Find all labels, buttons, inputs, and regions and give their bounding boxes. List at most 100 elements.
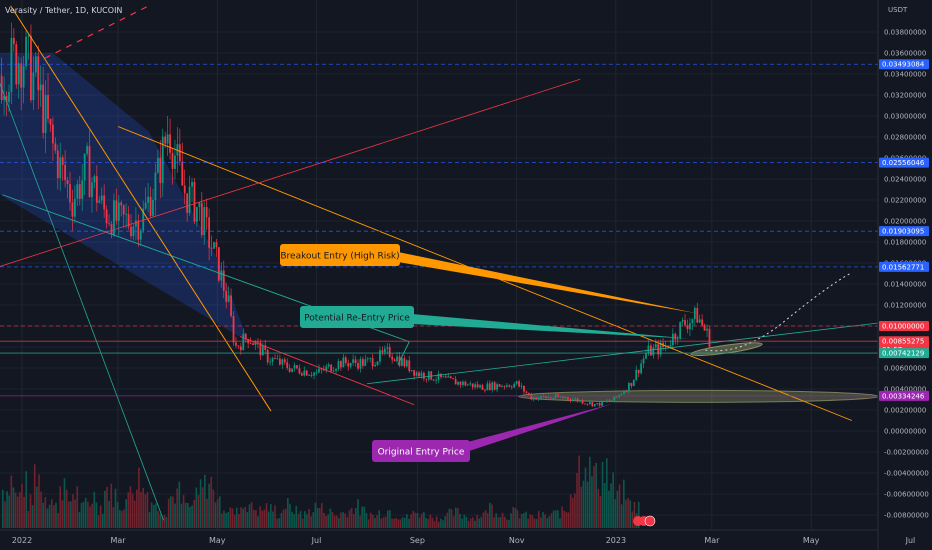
volume-bar (512, 507, 515, 528)
candle-body (73, 198, 76, 217)
event-icons[interactable] (633, 515, 656, 527)
volume-bar (246, 512, 249, 528)
time-axis[interactable]: 2022 Mar May Jul Sep Nov 2023 Mar May Jul (12, 536, 915, 545)
volume-bar (571, 497, 574, 528)
candle-body (574, 398, 577, 400)
volume-bar (567, 512, 570, 528)
annotation-pointer (412, 314, 690, 339)
volume-bar (55, 502, 57, 528)
volume-bar (457, 508, 459, 528)
volume-bar (74, 499, 76, 528)
volume-bar (57, 513, 59, 528)
candle-body (559, 396, 562, 398)
candle-body (596, 403, 599, 404)
candle-body (171, 152, 174, 169)
volume-bar (297, 514, 300, 528)
volume-bar (146, 492, 149, 528)
candle-body (630, 382, 633, 387)
volume-bar (6, 491, 8, 528)
y-tick-label: 0.03400000 (884, 71, 926, 79)
volume-bar (135, 489, 138, 528)
volume-bar (399, 519, 402, 528)
channel-fill (0, 53, 249, 342)
annotation-label: Breakout Entry (High Risk) (280, 252, 399, 262)
volume-bar (386, 510, 389, 528)
candle-body (10, 37, 13, 92)
volume-bar (323, 512, 325, 528)
volume-bar (91, 503, 93, 528)
volume-bar (2, 489, 4, 528)
candle-body (315, 372, 318, 374)
candle-body (696, 307, 699, 323)
annotation-box (372, 440, 470, 462)
volume-bar (125, 499, 127, 528)
candle-body (37, 56, 40, 91)
volume-bar (87, 501, 89, 528)
candle-body (484, 389, 486, 391)
volume-bar (335, 515, 338, 528)
candle-body (403, 358, 406, 367)
volume-bar (537, 510, 540, 528)
price-axis-background[interactable] (878, 0, 932, 550)
candle-body (632, 379, 635, 387)
volume-bar (374, 518, 376, 528)
candle-body (156, 157, 159, 173)
candle-body (44, 94, 47, 133)
candle-body (491, 382, 494, 390)
volume-bar (616, 490, 619, 528)
candle-body (352, 359, 355, 363)
volume-bar (84, 497, 87, 528)
volume-bar (346, 517, 349, 528)
teal-ascending-line (366, 316, 932, 385)
candle-body (127, 214, 130, 227)
candle-body (66, 180, 69, 184)
volume-bar (174, 503, 176, 528)
volume-bar (327, 514, 330, 528)
volume-bar (499, 517, 502, 528)
grid (0, 0, 911, 530)
volume-bar (325, 515, 327, 528)
candle-body (376, 361, 379, 366)
candle-body (447, 376, 450, 378)
candle-body (8, 91, 10, 102)
annotation-box (280, 244, 400, 266)
price-badge (879, 348, 929, 359)
candle-body (708, 328, 711, 347)
candle-body (405, 360, 408, 367)
candle-body (530, 394, 533, 400)
volume-bar (235, 507, 238, 528)
candle-body (640, 363, 643, 374)
candle-body (615, 396, 618, 398)
volume-bar (527, 518, 529, 528)
candle-body (476, 384, 479, 388)
candle-body (628, 382, 630, 392)
volume-bar (480, 516, 483, 528)
candle-body (386, 347, 389, 349)
candle-body (83, 153, 86, 181)
annotations[interactable]: Breakout Entry (High Risk) Potential Re-E… (280, 244, 698, 462)
candle-body (154, 172, 157, 201)
candle-body (584, 403, 586, 405)
candle-body (545, 396, 547, 398)
volume-bar (552, 510, 555, 528)
currency-label: USDT (888, 6, 908, 14)
volume-bar (33, 464, 36, 528)
volume-bar (155, 503, 157, 528)
volume-bar (344, 513, 347, 528)
candle-body (413, 370, 416, 376)
candle-body (54, 143, 57, 151)
candle-body (427, 371, 430, 380)
annotation-box (300, 306, 414, 328)
candle-body (193, 181, 196, 222)
candle-body (303, 370, 306, 376)
volume-bar (372, 514, 374, 528)
x-tick-label: Nov (509, 536, 525, 545)
volume-bar (214, 502, 217, 528)
red-dashed-line (44, 5, 150, 59)
volume-bar (318, 507, 321, 528)
volume-bar (46, 508, 49, 528)
volume-bar (486, 513, 489, 528)
volume-bar (27, 510, 30, 528)
candle-body (471, 383, 474, 388)
